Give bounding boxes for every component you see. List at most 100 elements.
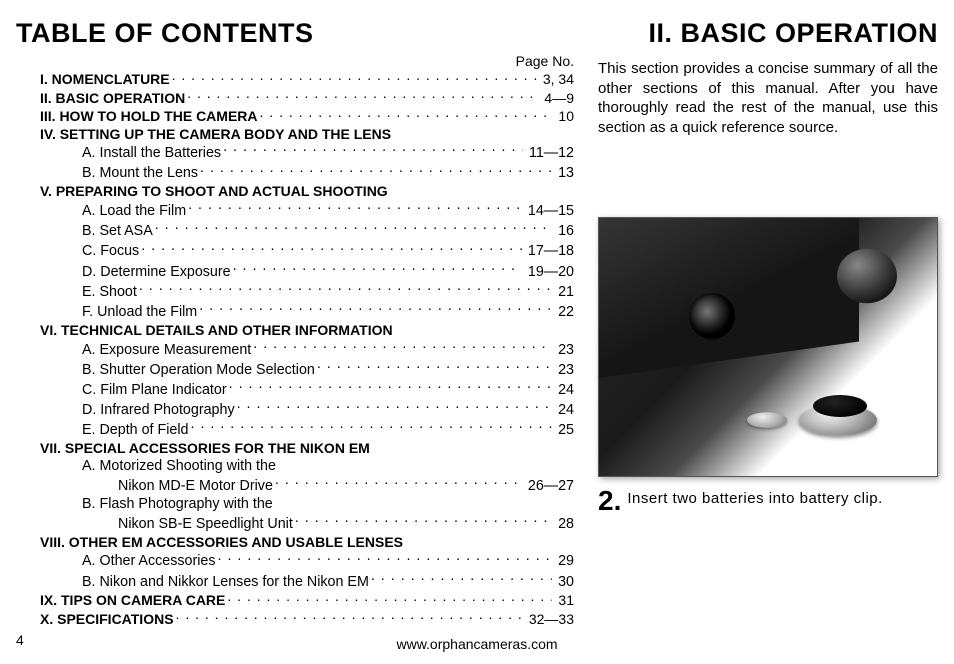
- toc-label: III. HOW TO HOLD THE CAMERA: [40, 108, 258, 126]
- toc-label: E. Depth of Field: [82, 422, 189, 440]
- toc-leader-dots: [229, 380, 552, 394]
- toc-leader-dots: [176, 610, 523, 624]
- toc-label: V. PREPARING TO SHOOT AND ACTUAL SHOOTIN…: [40, 183, 388, 201]
- toc-row: II. BASIC OPERATION 4—9: [16, 89, 574, 108]
- toc-page-ref: 23: [554, 342, 574, 360]
- toc-page-ref: 29: [554, 553, 574, 571]
- toc-leader-dots: [200, 163, 552, 177]
- toc-row: B. Flash Photography with the: [16, 496, 574, 514]
- toc-label: B. Nikon and Nikkor Lenses for the Nikon…: [82, 574, 369, 592]
- toc-page-ref: 11—12: [525, 145, 574, 163]
- toc-leader-dots: [275, 475, 522, 489]
- toc-row: B. Mount the Lens 13: [16, 163, 574, 183]
- table-of-contents: I. NOMENCLATURE3, 34II. BASIC OPERATION 4…: [16, 70, 574, 628]
- toc-leader-dots: [191, 420, 553, 434]
- toc-page-ref: 14—15: [524, 203, 574, 221]
- toc-label: IV. SETTING UP THE CAMERA BODY AND THE L…: [40, 126, 391, 144]
- toc-label: A. Motorized Shooting with the: [82, 458, 276, 476]
- toc-leader-dots: [199, 302, 552, 316]
- manual-page: TABLE OF CONTENTS Page No. I. NOMENCLATU…: [0, 0, 954, 664]
- toc-label: D. Determine Exposure: [82, 264, 231, 282]
- toc-row: III. HOW TO HOLD THE CAMERA 10: [16, 107, 574, 126]
- toc-row: IX. TIPS ON CAMERA CARE 31: [16, 591, 574, 610]
- toc-label: Nikon SB-E Speedlight Unit: [118, 516, 293, 534]
- toc-leader-dots: [237, 400, 553, 414]
- toc-page-ref: 13: [554, 165, 574, 183]
- toc-leader-dots: [172, 70, 537, 84]
- toc-page-ref: 4—9: [540, 90, 574, 108]
- section-heading: II. BASIC OPERATION: [598, 18, 938, 49]
- toc-label: A. Install the Batteries: [82, 145, 221, 163]
- toc-leader-dots: [141, 241, 522, 255]
- toc-page-ref: 10: [554, 108, 574, 126]
- intro-paragraph: This section provides a concise summary …: [598, 59, 938, 137]
- toc-leader-dots: [223, 143, 523, 157]
- toc-row: V. PREPARING TO SHOOT AND ACTUAL SHOOTIN…: [16, 183, 574, 201]
- toc-leader-dots: [260, 107, 553, 121]
- toc-label: C. Focus: [82, 243, 139, 261]
- toc-row: E. Shoot 21: [16, 281, 574, 301]
- toc-leader-dots: [295, 513, 552, 527]
- toc-leader-dots: [253, 339, 552, 353]
- toc-leader-dots: [371, 571, 552, 585]
- toc-row: C. Focus 17—18: [16, 241, 574, 261]
- footer-url: www.orphancameras.com: [0, 636, 954, 652]
- toc-row: I. NOMENCLATURE3, 34: [16, 70, 574, 89]
- toc-leader-dots: [227, 591, 552, 605]
- toc-label: VII. SPECIAL ACCESSORIES FOR THE NIKON E…: [40, 440, 370, 458]
- toc-row: Nikon MD-E Motor Drive26—27: [16, 475, 574, 495]
- toc-leader-dots: [188, 201, 522, 215]
- toc-row: D. Determine Exposure 19—20: [16, 261, 574, 281]
- toc-row: A. Load the Film 14—15: [16, 201, 574, 221]
- toc-label: IX. TIPS ON CAMERA CARE: [40, 592, 225, 610]
- toc-label: A. Other Accessories: [82, 553, 216, 571]
- toc-label: I. NOMENCLATURE: [40, 71, 170, 89]
- toc-label: D. Infrared Photography: [82, 402, 235, 420]
- toc-page-ref: 19—20: [524, 264, 574, 282]
- step-number: 2.: [598, 487, 621, 515]
- toc-label: C. Film Plane Indicator: [82, 382, 227, 400]
- toc-heading: TABLE OF CONTENTS: [16, 18, 574, 49]
- toc-row: X. SPECIFICATIONS 32—33: [16, 610, 574, 629]
- toc-row: A. Motorized Shooting with the: [16, 458, 574, 476]
- toc-label: E. Shoot: [82, 284, 137, 302]
- toc-label: VI. TECHNICAL DETAILS AND OTHER INFORMAT…: [40, 322, 393, 340]
- toc-leader-dots: [155, 221, 552, 235]
- toc-label: F. Unload the Film: [82, 304, 197, 322]
- toc-page-ref: 21: [554, 284, 574, 302]
- toc-row: VIII. OTHER EM ACCESSORIES AND USABLE LE…: [16, 534, 574, 552]
- toc-label: II. BASIC OPERATION: [40, 90, 185, 108]
- toc-page-ref: 23: [554, 362, 574, 380]
- toc-page-ref: 32—33: [525, 611, 574, 629]
- toc-row: A. Install the Batteries 11—12: [16, 143, 574, 163]
- toc-leader-dots: [218, 551, 553, 565]
- toc-page-ref: 28: [554, 516, 574, 534]
- toc-label: A. Load the Film: [82, 203, 186, 221]
- toc-row: F. Unload the Film22: [16, 302, 574, 322]
- toc-leader-dots: [139, 281, 552, 295]
- toc-row: B. Set ASA16: [16, 221, 574, 241]
- toc-row: B. Nikon and Nikkor Lenses for the Nikon…: [16, 571, 574, 591]
- toc-leader-dots: [233, 261, 522, 275]
- toc-label: B. Flash Photography with the: [82, 496, 273, 514]
- toc-label: B. Mount the Lens: [82, 165, 198, 183]
- right-column: II. BASIC OPERATION This section provide…: [598, 18, 938, 654]
- toc-label: X. SPECIFICATIONS: [40, 611, 174, 629]
- toc-page-ref: 24: [554, 402, 574, 420]
- toc-page-ref: 31: [554, 592, 574, 610]
- toc-page-ref: 26—27: [524, 478, 574, 496]
- toc-row: VII. SPECIAL ACCESSORIES FOR THE NIKON E…: [16, 440, 574, 458]
- toc-row: VI. TECHNICAL DETAILS AND OTHER INFORMAT…: [16, 322, 574, 340]
- toc-row: A. Other Accessories 29: [16, 551, 574, 571]
- toc-leader-dots: [317, 359, 552, 373]
- toc-label: B. Shutter Operation Mode Selection: [82, 362, 315, 380]
- toc-row: E. Depth of Field25: [16, 420, 574, 440]
- toc-row: Nikon SB-E Speedlight Unit 28: [16, 513, 574, 533]
- toc-row: C. Film Plane Indicator24: [16, 380, 574, 400]
- toc-page-ref: 17—18: [524, 243, 574, 261]
- toc-label: A. Exposure Measurement: [82, 342, 251, 360]
- toc-page-ref: 16: [554, 223, 574, 241]
- toc-row: B. Shutter Operation Mode Selection 23: [16, 359, 574, 379]
- toc-label: VIII. OTHER EM ACCESSORIES AND USABLE LE…: [40, 534, 403, 552]
- toc-row: D. Infrared Photography 24: [16, 400, 574, 420]
